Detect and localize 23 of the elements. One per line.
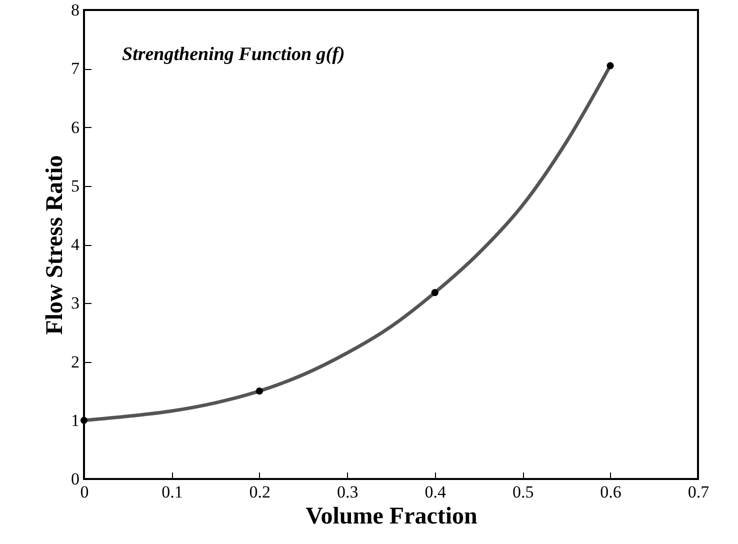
x-tick-label: 0.3 xyxy=(337,482,358,502)
annotation: Strengthening Function g(f) xyxy=(122,44,345,65)
y-tick-label: 2 xyxy=(71,352,80,372)
x-tick-label: 0.7 xyxy=(688,482,710,502)
y-tick-label: 7 xyxy=(71,59,80,78)
x-tick-label: 0.1 xyxy=(162,482,183,502)
y-tick-label: 4 xyxy=(71,235,80,254)
point xyxy=(80,416,88,424)
x-axis-title: Volume Fraction xyxy=(306,504,478,530)
y-tick-label: 3 xyxy=(71,294,80,313)
y-tick-label: 5 xyxy=(71,176,80,196)
y-tick-label: 1 xyxy=(71,410,80,430)
x-tick-label: 0.5 xyxy=(512,482,534,502)
x-tick-label: 0.6 xyxy=(600,482,622,502)
y-tick-label: 6 xyxy=(71,118,80,137)
point xyxy=(606,62,614,70)
x-tick-label: 0.4 xyxy=(424,482,446,502)
x-tick-label: 0.2 xyxy=(249,482,271,502)
point xyxy=(256,388,263,395)
y-axis-title: Flow Stress Ratio xyxy=(42,155,68,335)
y-tick-label: 8 xyxy=(71,0,80,20)
y-tick-label: 0 xyxy=(71,470,80,488)
point xyxy=(431,289,438,296)
